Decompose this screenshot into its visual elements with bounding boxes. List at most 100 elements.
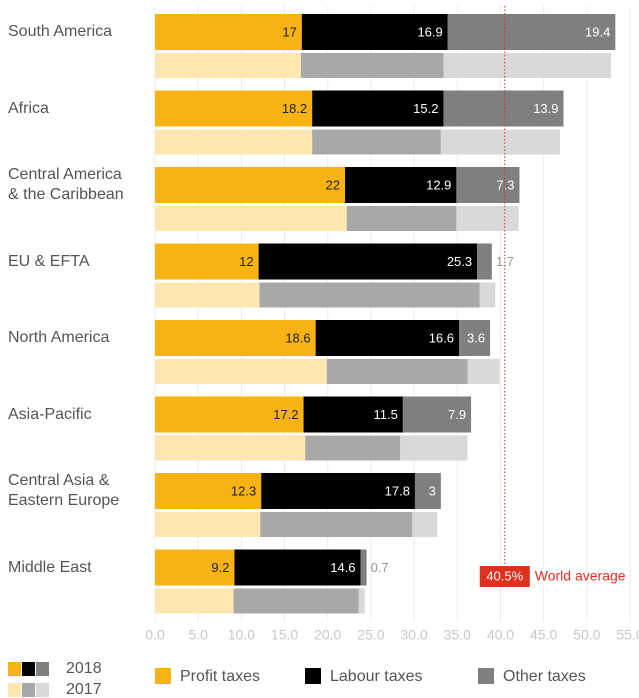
data-label: 7.9	[448, 407, 466, 422]
year-legend-swatch	[36, 683, 49, 697]
x-tick-label: 30.0	[400, 627, 427, 643]
data-label: 17	[282, 24, 296, 39]
year-legend-swatch	[8, 683, 21, 697]
bar-2018	[155, 320, 316, 356]
bar-2018	[155, 90, 313, 127]
data-label: 13.9	[533, 101, 558, 116]
data-label: 19.4	[585, 24, 610, 39]
bar-2017	[155, 129, 313, 155]
bar-2017	[440, 129, 561, 155]
reference-label: 40.5%	[486, 568, 523, 583]
x-tick-label: 25.0	[357, 627, 384, 643]
bar-2018	[414, 473, 441, 509]
bar-2017	[233, 588, 359, 614]
reference-text: World average	[535, 568, 626, 584]
year-legend-swatch	[8, 662, 21, 676]
x-tick-label: 0.0	[145, 627, 165, 643]
data-label: 9.2	[211, 560, 229, 575]
x-tick-label: 40.0	[487, 627, 514, 643]
bar-2018	[258, 243, 478, 280]
bar-2018	[459, 320, 491, 356]
data-label: 0.7	[371, 560, 389, 575]
bar-2018	[301, 14, 448, 50]
bar-2017	[155, 359, 327, 384]
data-label: 18.6	[285, 330, 310, 345]
legend-swatch	[478, 668, 494, 684]
reference-badge	[479, 566, 530, 587]
data-label: 22	[326, 177, 340, 192]
bar-2017	[155, 588, 234, 614]
bar-2017	[155, 512, 261, 537]
bar-2018	[312, 90, 444, 127]
bar-2017	[479, 282, 496, 308]
bar-2018	[443, 90, 564, 127]
bar-2017	[358, 588, 365, 614]
x-tick-label: 50.0	[573, 627, 600, 643]
legend-swatch	[305, 668, 321, 684]
data-label: 16.9	[417, 24, 442, 39]
bar-2017	[155, 53, 301, 78]
bar-2018	[477, 243, 492, 280]
bar-2018	[456, 167, 520, 203]
bar-2017	[259, 282, 480, 308]
legend-label: Other taxes	[503, 668, 586, 685]
data-label: 25.3	[447, 254, 472, 269]
category-label: EU & EFTA	[8, 252, 90, 270]
data-label: 14.6	[330, 560, 355, 575]
data-label: 15.2	[413, 101, 438, 116]
category-label: Middle East	[8, 558, 92, 576]
data-label: 17.8	[385, 483, 410, 498]
bar-2018	[234, 549, 361, 586]
bar-2018	[155, 243, 259, 280]
year-legend-swatch	[36, 662, 49, 676]
bar-2017	[155, 282, 260, 308]
year-legend-swatch	[22, 683, 35, 697]
bar-2018	[402, 396, 472, 433]
x-tick-label: 20.0	[314, 627, 341, 643]
data-label: 12	[239, 254, 253, 269]
x-tick-label: 15.0	[271, 627, 298, 643]
year-legend-label: 2017	[66, 681, 102, 698]
x-tick-label: 55.0	[616, 627, 639, 643]
legend-swatch	[155, 668, 171, 684]
bar-2018	[360, 549, 367, 586]
category-label: South America	[8, 23, 113, 40]
data-label: 18.2	[282, 101, 307, 116]
category-label: Asia-Pacific	[8, 405, 92, 423]
bar-2017	[400, 435, 468, 461]
bar-2018	[447, 14, 616, 50]
bar-2018	[155, 473, 262, 509]
x-tick-label: 10.0	[228, 627, 255, 643]
bar-2018	[155, 167, 345, 203]
bar-2017	[326, 359, 468, 384]
data-label: 11.5	[374, 407, 398, 422]
bar-2018	[303, 396, 403, 433]
year-legend-swatch	[22, 662, 35, 676]
bar-2018	[261, 473, 415, 509]
legend-label: Profit taxes	[180, 668, 260, 685]
bar-2017	[155, 206, 347, 231]
bar-2017	[312, 129, 441, 155]
bar-2017	[305, 435, 401, 461]
bar-2018	[155, 549, 235, 586]
category-label: North America	[8, 329, 110, 346]
bar-2018	[345, 167, 457, 203]
x-tick-label: 45.0	[530, 627, 557, 643]
bar-2018	[155, 396, 304, 433]
category-label: Africa	[8, 99, 49, 117]
bar-2018	[315, 320, 459, 356]
category-label: Central America & the Caribbean	[8, 166, 124, 203]
data-label: 12.9	[426, 177, 451, 192]
data-label: 1.7	[496, 254, 514, 269]
bar-2017	[412, 512, 438, 537]
bar-2017	[346, 206, 457, 231]
bar-2017	[300, 53, 444, 78]
year-legend-label: 2018	[66, 660, 102, 677]
data-label: 3	[429, 483, 436, 498]
category-label: Central Asia & Eastern Europe	[8, 472, 120, 509]
bar-2017	[260, 512, 413, 537]
data-label: 16.6	[429, 330, 454, 345]
data-label: 17.2	[273, 407, 298, 422]
